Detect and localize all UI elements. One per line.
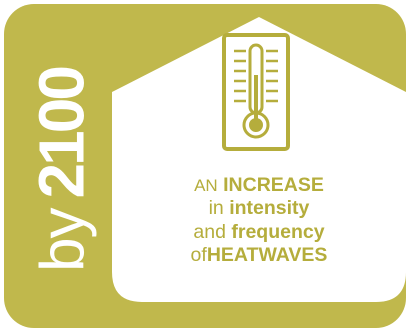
thermometer-icon bbox=[222, 33, 290, 151]
caption-line-1: AN INCREASE bbox=[194, 174, 324, 196]
caption-line-2: in intensity bbox=[208, 197, 310, 220]
caption-line-4: ofHEATWAVES bbox=[190, 244, 328, 267]
caption-line-3: and frequency bbox=[193, 220, 325, 243]
year-text: 2100 bbox=[25, 68, 98, 199]
year-label: by 2100 bbox=[26, 68, 98, 272]
house-shape bbox=[112, 17, 406, 302]
heatwave-caption: AN INCREASE in intensity and frequency o… bbox=[146, 174, 372, 268]
by-text: by bbox=[28, 208, 98, 272]
